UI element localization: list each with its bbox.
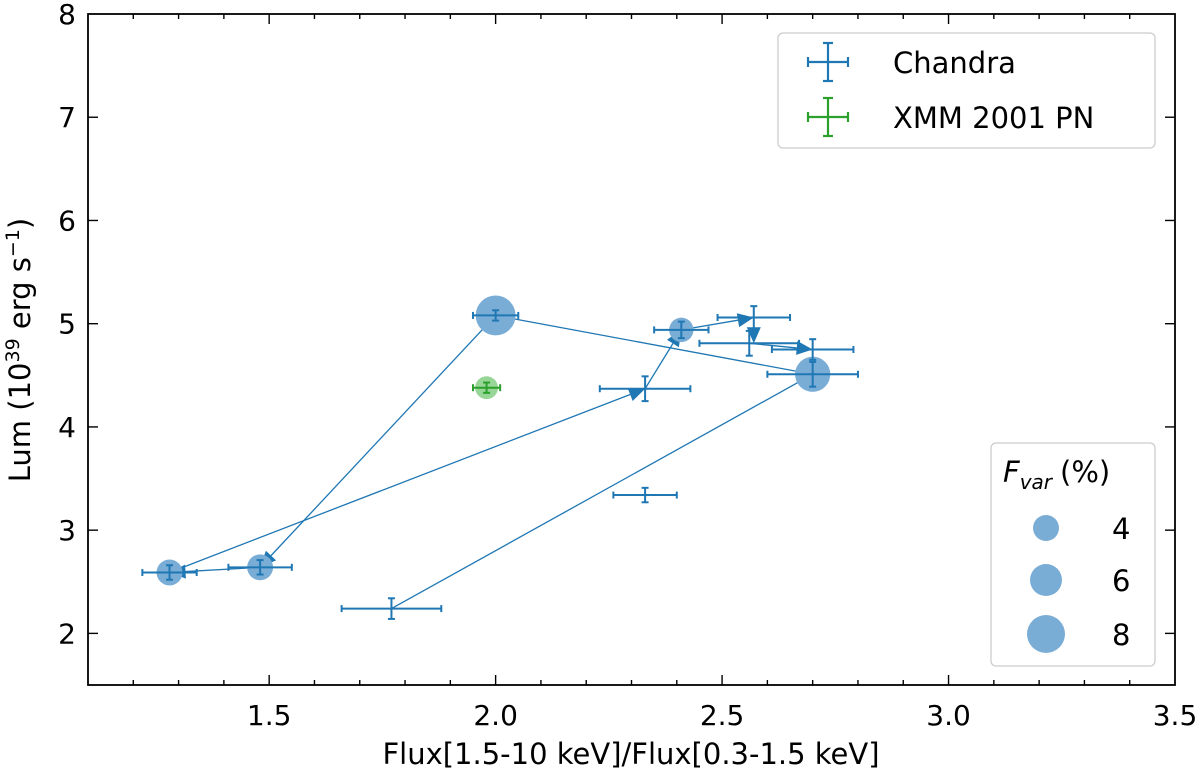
legend-chandra-marker [806,41,850,83]
size-legend-title-sub: var [1020,470,1054,494]
arrow-head [796,341,813,355]
plot-frame [87,13,1176,686]
y-tick-label: 5 [58,308,76,341]
size-legend-label-6: 6 [1112,564,1130,598]
arrow-line [511,317,813,375]
y-tick-label: 6 [58,204,76,237]
size-legend-label-8: 8 [1112,618,1130,652]
size-legend-title-unit: (%) [1060,455,1110,489]
y-label-mid: erg s [3,257,37,338]
y-tick-label: 3 [58,514,76,547]
x-tick-label: 3.0 [926,699,971,732]
arrow-line [270,314,497,557]
series-legend: Chandra XMM 2001 PN [777,32,1156,149]
size-legend-title: Fvar (%) [1003,455,1110,494]
fvar-size-legend: Fvar (%) 4 6 8 [990,442,1156,667]
x-tick-label: 1.5 [247,699,292,732]
y-axis-label: Lum (1039 erg s−1) [2,218,37,482]
y-label-suffix: ) [3,218,37,229]
legend-chandra-label: Chandra [893,46,1016,80]
series-legend-box [777,32,1156,149]
size-legend-bubble-6 [1030,564,1062,596]
error-bars [141,305,859,620]
y-tick-label: 2 [58,617,76,650]
arrow-line [391,381,800,610]
size-legend-box [990,442,1156,667]
size-legend-bubble-8 [1027,615,1065,653]
arrow-line [644,343,674,390]
x-tick-label: 2.5 [700,699,745,732]
y-label-exp2: −1 [2,229,24,257]
x-tick-label: 2.0 [473,699,518,732]
size-legend-title-main: F [1003,455,1021,489]
size-legend-bubble-4 [1033,515,1059,541]
y-tick-label: 8 [58,0,76,31]
x-tick-label: 3.5 [1153,699,1198,732]
tick-labels: 1.5 2.0 2.5 3.0 3.5 2 3 4 5 6 7 8 [58,0,1197,732]
arrow-line [169,393,631,574]
x-axis-label: Flux[1.5-10 keV]/Flux[0.3-1.5 keV] [382,737,879,771]
y-label-prefix: Lum (10 [3,363,37,483]
y-label-exp1: 39 [2,338,24,362]
legend-xmm-label: XMM 2001 PN [893,101,1094,135]
y-tick-label: 7 [58,101,76,134]
legend-xmm-marker [806,96,850,138]
size-legend-label-4: 4 [1112,512,1130,546]
y-tick-label: 4 [58,411,76,444]
arrow-head [627,388,646,401]
